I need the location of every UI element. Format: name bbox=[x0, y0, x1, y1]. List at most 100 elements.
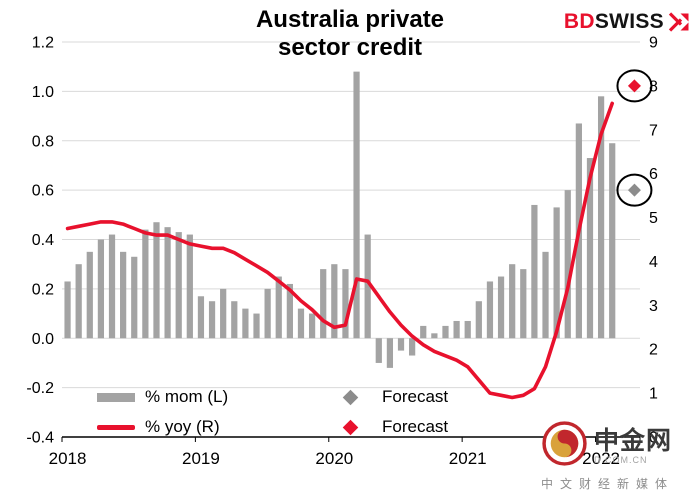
mom-bar bbox=[197, 296, 205, 339]
mom-bar bbox=[597, 96, 605, 339]
x-axis-year-label: 2018 bbox=[49, 449, 87, 468]
forecast-annotation-circle bbox=[616, 173, 653, 207]
brand-swiss: SWISS bbox=[594, 10, 664, 33]
legend-item-forecast-yoy: Forecast bbox=[342, 412, 449, 442]
right-axis-tick-label: 8 bbox=[649, 78, 658, 95]
mom-bar bbox=[275, 276, 282, 339]
mom-bar bbox=[142, 229, 149, 339]
left-axis-tick-label: 0.8 bbox=[32, 133, 54, 150]
mom-bar bbox=[131, 256, 138, 339]
forecast-mom-diamond bbox=[627, 183, 641, 197]
mom-bar bbox=[164, 227, 171, 339]
x-axis-year-label: 2022 bbox=[582, 449, 620, 468]
legend-series: % mom (L) % yoy (R) bbox=[97, 382, 228, 442]
mom-bar bbox=[186, 234, 193, 339]
mom-bar bbox=[120, 251, 127, 339]
mom-label: % mom (L) bbox=[145, 387, 229, 406]
mom-bar bbox=[86, 251, 93, 339]
mom-bar bbox=[464, 320, 471, 339]
mom-bar bbox=[75, 264, 82, 339]
right-axis-tick-label: 2 bbox=[649, 342, 658, 359]
mom-bar bbox=[542, 251, 549, 339]
forecast-yoy-diamond-icon bbox=[342, 419, 359, 435]
right-axis-tick-label: 0 bbox=[649, 430, 658, 447]
left-axis-tick-label: 0.6 bbox=[32, 183, 54, 200]
mom-bar bbox=[442, 325, 449, 339]
mom-bar bbox=[64, 281, 71, 339]
mom-bar bbox=[264, 288, 271, 339]
bdswiss-logo: BD SWISS bbox=[564, 10, 690, 34]
legend-item-forecast-mom: Forecast bbox=[342, 382, 449, 412]
mom-bar bbox=[609, 143, 616, 339]
forecast-annotation-circle bbox=[616, 69, 653, 103]
mom-bar bbox=[531, 204, 538, 339]
chart-title: Australia private sector credit bbox=[0, 6, 700, 62]
mom-bar bbox=[397, 338, 405, 351]
mom-bar bbox=[342, 269, 349, 339]
mom-bar bbox=[231, 301, 238, 339]
x-axis-year-label: 2021 bbox=[449, 449, 487, 468]
left-axis-tick-label: 1.0 bbox=[32, 84, 54, 101]
mom-bar bbox=[353, 71, 360, 339]
yoy-label: % yoy (R) bbox=[145, 417, 220, 436]
right-axis-tick-label: 1 bbox=[649, 386, 658, 403]
mom-bar bbox=[431, 333, 438, 339]
mom-bar bbox=[208, 301, 216, 339]
mom-bar bbox=[453, 320, 460, 339]
mom-bar bbox=[497, 276, 505, 339]
mom-bar bbox=[320, 269, 327, 339]
mom-bar bbox=[297, 308, 305, 339]
mom-bar bbox=[475, 301, 482, 339]
right-axis-tick-label: 5 bbox=[649, 210, 658, 227]
mom-bar bbox=[97, 239, 105, 339]
mom-bar bbox=[108, 234, 116, 339]
chart-title-line2: sector credit bbox=[277, 34, 423, 61]
right-axis-tick-label: 3 bbox=[649, 298, 658, 315]
mom-bar bbox=[486, 281, 494, 339]
legend-item-yoy: % yoy (R) bbox=[97, 412, 228, 442]
legend-item-mom: % mom (L) bbox=[97, 382, 228, 412]
x-axis-year-label: 2020 bbox=[315, 449, 353, 468]
chart-title-line1: Australia private bbox=[255, 6, 445, 33]
left-axis-tick-label: 0.0 bbox=[32, 331, 54, 348]
mom-bar bbox=[153, 222, 160, 339]
right-axis-tick-label: 4 bbox=[649, 254, 658, 271]
mom-bar bbox=[331, 264, 338, 339]
watermark-coin-icon bbox=[541, 420, 588, 472]
right-axis-tick-label: 6 bbox=[649, 166, 658, 183]
mom-bar bbox=[586, 158, 594, 339]
left-axis-tick-label: 1.2 bbox=[32, 35, 54, 52]
left-axis-tick-label: -0.4 bbox=[26, 430, 54, 447]
legend-forecast: Forecast Forecast bbox=[342, 382, 449, 442]
x-axis-year-label: 2019 bbox=[182, 449, 220, 468]
left-axis-tick-label: 0.2 bbox=[32, 281, 54, 298]
forecast-yoy-label: Forecast bbox=[382, 417, 449, 436]
watermark-name: 中金网 bbox=[594, 426, 673, 455]
mom-bar bbox=[386, 338, 394, 368]
watermark-domain: D.COM.CN bbox=[594, 454, 648, 465]
forecast-yoy-diamond bbox=[627, 79, 641, 93]
left-axis-tick-label: -0.2 bbox=[26, 380, 54, 397]
mom-bar bbox=[420, 325, 427, 339]
mom-bar bbox=[409, 338, 416, 356]
forecast-mom-label: Forecast bbox=[382, 387, 449, 406]
brand-bd: BD bbox=[563, 10, 595, 33]
right-axis-tick-label: 7 bbox=[649, 122, 658, 139]
mom-bar bbox=[175, 232, 182, 339]
mom-bar bbox=[308, 313, 316, 339]
watermark: 中金网 D.COM.CN 中文财经新媒体 bbox=[541, 420, 697, 492]
right-axis-tick-label: 9 bbox=[649, 35, 658, 52]
mom-bar bbox=[286, 283, 293, 339]
mom-bar bbox=[564, 190, 571, 339]
mom-bar bbox=[220, 288, 227, 339]
mom-bar bbox=[242, 308, 249, 339]
yoy-line-swatch bbox=[97, 424, 135, 430]
yoy-line bbox=[65, 101, 615, 400]
mom-bar bbox=[509, 264, 516, 339]
mom-bar-swatch bbox=[97, 392, 135, 402]
brand-arrows-icon bbox=[664, 12, 690, 32]
mom-bar bbox=[520, 269, 527, 339]
watermark-tagline: 中文财经新媒体 bbox=[541, 477, 675, 491]
left-axis-tick-label: 0.4 bbox=[32, 232, 54, 249]
